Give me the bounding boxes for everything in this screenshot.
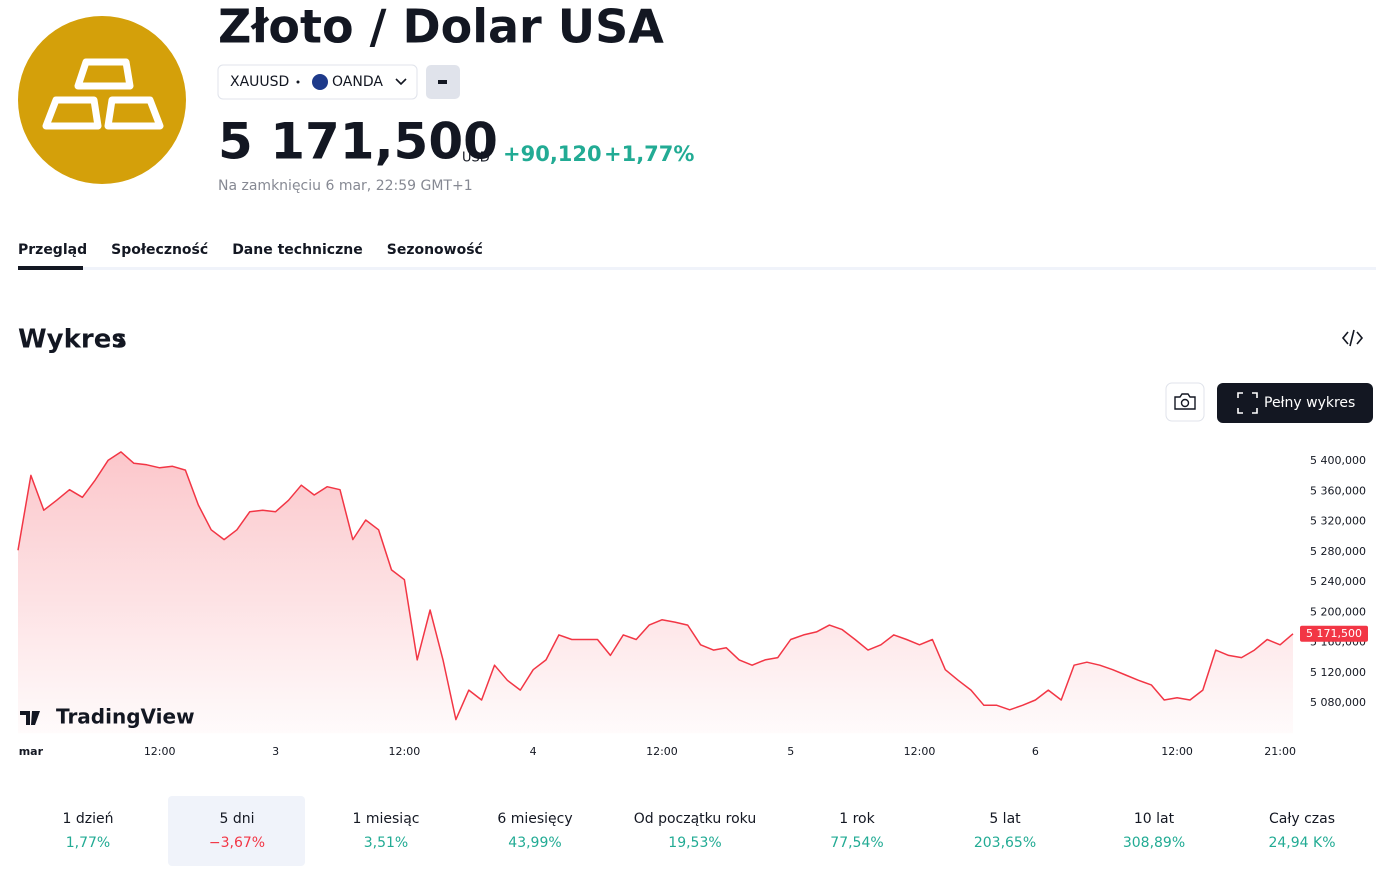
period-label[interactable]: 1 miesiąc — [353, 811, 420, 827]
camera-icon — [1174, 393, 1196, 410]
period-label[interactable]: 1 dzień — [63, 811, 114, 827]
x-tick-label: 12:00 — [904, 745, 936, 758]
x-tick-label: 3 — [272, 745, 279, 758]
tabs: Przegląd Społeczność Dane techniczne Sezono… — [18, 242, 483, 258]
x-tick-label: 12:00 — [389, 745, 421, 758]
x-tick-label: 4 — [530, 745, 537, 758]
dropdown-arrow — [395, 78, 407, 86]
periods: 1 dzień 1,77% 5 dni −3,67% 1 miesiąc 3,51% 6 m… — [63, 811, 1336, 851]
section-arrow — [117, 333, 125, 347]
period-change: 1,77% — [66, 835, 110, 851]
period-label[interactable]: Od początku roku — [634, 811, 757, 827]
y-tick-label: 5 280,000 — [1310, 545, 1366, 558]
period-change: 77,54% — [830, 835, 883, 851]
price-change: +90,120 — [503, 142, 602, 166]
x-tick-label: mar — [19, 745, 44, 758]
tradingview-logo — [20, 711, 40, 725]
y-tick-label: 5 360,000 — [1310, 484, 1366, 497]
period-change: 24,94 K% — [1268, 835, 1335, 851]
fullscreen-icon — [1237, 392, 1258, 414]
last-price-badge — [1300, 625, 1368, 642]
x-tick-label: 12:00 — [646, 745, 678, 758]
exchange-icon — [312, 74, 328, 90]
period-change: 43,99% — [508, 835, 561, 851]
symbol: XAUUSD — [230, 74, 289, 90]
period-label[interactable]: Cały czas — [1269, 811, 1335, 827]
full-chart-label: Pełny wykres — [1264, 395, 1355, 411]
period-change: 3,51% — [364, 835, 408, 851]
x-tick-label: 21:00 — [1264, 745, 1296, 758]
period-label[interactable]: 5 lat — [989, 811, 1021, 827]
tab[interactable]: Społeczność — [111, 242, 208, 258]
market-status: Na zamknięciu 6 mar, 22:59 GMT+1 — [218, 178, 473, 194]
area-fill — [18, 451, 1293, 734]
y-tick-label: 5 400,000 — [1310, 454, 1366, 467]
tabs-divider — [18, 267, 1376, 270]
separator — [296, 80, 300, 84]
active-period — [168, 796, 305, 866]
price: 5 171,500 — [218, 113, 498, 171]
tab[interactable]: Przegląd — [18, 242, 87, 258]
period-change: 203,65% — [974, 835, 1036, 851]
period-label[interactable]: 10 lat — [1134, 811, 1175, 827]
y-tick-label: 5 120,000 — [1310, 666, 1366, 679]
page-title: Złoto / Dolar USA — [218, 0, 664, 54]
active-tab-indicator — [18, 266, 83, 270]
period-label[interactable]: 6 miesięcy — [497, 811, 572, 827]
camera-lens — [1180, 398, 1190, 408]
period-change: 19,53% — [668, 835, 721, 851]
tab[interactable]: Sezonowość — [387, 242, 483, 258]
x-tick-label: 6 — [1032, 745, 1039, 758]
price-line — [17, 451, 1294, 721]
tab[interactable]: Dane techniczne — [232, 242, 363, 258]
currency: USD — [462, 151, 490, 166]
period-change: 308,89% — [1123, 835, 1185, 851]
section-title[interactable]: Wykres — [18, 325, 127, 355]
y-tick-label: 5 080,000 — [1310, 696, 1366, 709]
y-tick-label: 5 240,000 — [1310, 575, 1366, 588]
watermark: TradingView — [56, 705, 195, 729]
x-tick-label: 12:00 — [1161, 745, 1193, 758]
x-tick-label: 12:00 — [144, 745, 176, 758]
symbol-logo — [18, 16, 186, 184]
y-tick-label: 5 320,000 — [1310, 515, 1366, 528]
period-label[interactable]: 5 dni — [219, 811, 254, 827]
period-change: −3,67% — [209, 835, 265, 851]
y-tick-label: 5 200,000 — [1310, 605, 1366, 618]
period-label[interactable]: 1 rok — [839, 811, 875, 827]
price-change-percent: +1,77% — [604, 142, 694, 166]
compare-icon — [438, 80, 447, 84]
exchange: OANDA — [332, 74, 383, 90]
snapshot-button[interactable] — [1165, 382, 1205, 422]
last-price-label: 5 171,500 — [1306, 627, 1362, 640]
embed-button[interactable] — [1341, 329, 1364, 347]
x-tick-label: 5 — [787, 745, 794, 758]
